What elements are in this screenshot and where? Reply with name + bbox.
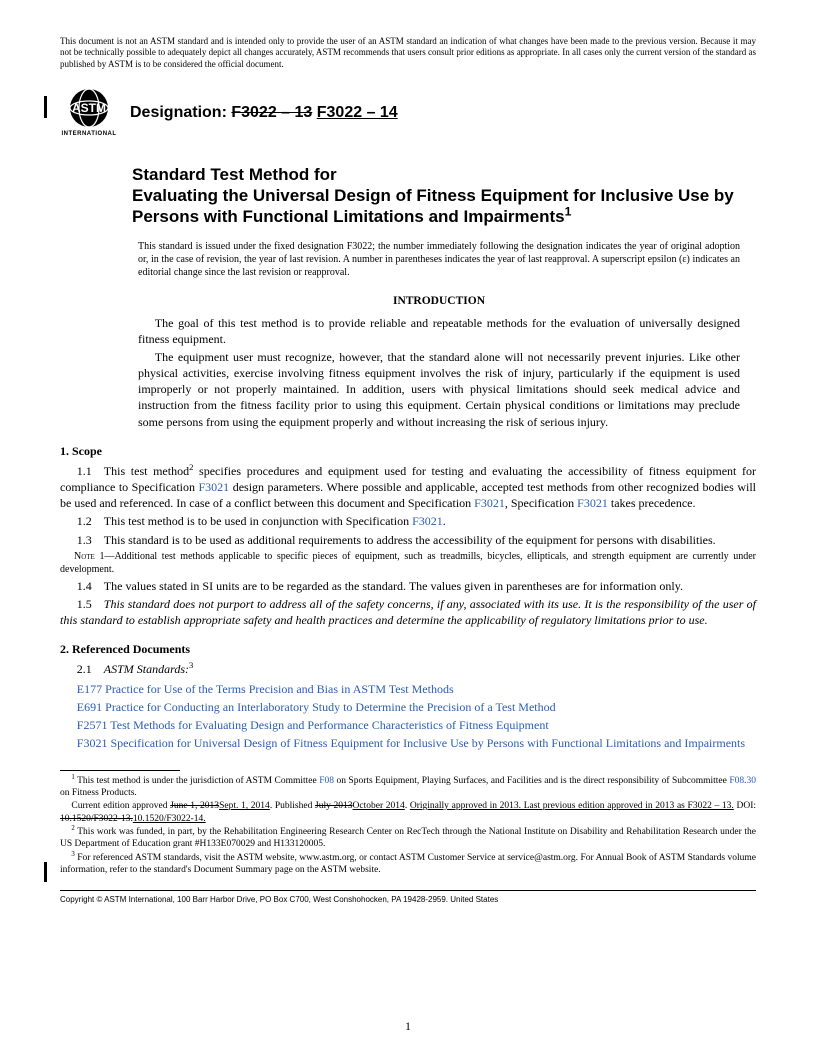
footnote-rule [60, 770, 180, 771]
note-1: Note 1—Additional test methods applicabl… [60, 550, 756, 576]
page-number: 1 [0, 1019, 816, 1034]
scope-heading: 1. Scope [60, 444, 756, 459]
title-footnote-ref: 1 [565, 205, 572, 219]
designation: Designation: F3022 – 13 F3022 – 14 [130, 104, 398, 122]
clause-1-3: 1.3 This standard is to be used as addit… [60, 532, 756, 548]
clause-1-1: 1.1 This test method2 specifies procedur… [60, 463, 756, 512]
fn1b-d: DOI: [734, 801, 756, 811]
footnote-2: 2 This work was funded, in part, by the … [60, 826, 756, 851]
ref-title-link[interactable]: Specification for Universal Design of Fi… [110, 736, 745, 750]
refs-heading: 2. Referenced Documents [60, 642, 756, 657]
ref-title-link[interactable]: Practice for Use of the Terms Precision … [105, 682, 454, 696]
clause-1-2-a: 1.2 This test method is to be used in co… [77, 514, 412, 528]
fn2-text: This work was funded, in part, by the Re… [60, 827, 756, 849]
fn1-b: on Sports Equipment, Playing Surfaces, a… [334, 776, 729, 786]
title-main: Evaluating the Universal Design of Fitne… [132, 185, 746, 228]
clause-1-5: 1.5 This standard does not purport to ad… [60, 596, 756, 628]
fn1-a: This test method is under the jurisdicti… [75, 776, 319, 786]
note-label: Note [74, 551, 95, 562]
fn1b-u2: October 2014 [353, 801, 405, 811]
svg-text:ASTM: ASTM [72, 101, 106, 115]
clause-1-1-e: takes precedence. [608, 496, 696, 510]
ref-item: F2571 Test Methods for Evaluating Design… [89, 716, 756, 734]
footnote-3: 3 For referenced ASTM standards, visit t… [60, 852, 756, 877]
ref-title-link[interactable]: Test Methods for Evaluating Design and P… [110, 718, 548, 732]
title-main-text: Evaluating the Universal Design of Fitne… [132, 186, 734, 226]
introduction-heading: INTRODUCTION [132, 295, 746, 307]
link-f3021[interactable]: F3021 [474, 496, 505, 510]
issuance-note: This standard is issued under the fixed … [138, 240, 740, 279]
designation-label: Designation: [130, 104, 227, 121]
fn3-a: For referenced ASTM standards, visit the… [75, 853, 596, 863]
fn1b-u3: Originally approved in 2013. Last previo… [410, 801, 734, 811]
clause-1-5-lead: 1.5 [77, 597, 104, 611]
intro-p1: The goal of this test method is to provi… [138, 315, 740, 347]
introduction-body: The goal of this test method is to provi… [138, 315, 740, 430]
clause-1-2-b: . [443, 514, 446, 528]
copyright-rule [60, 890, 756, 891]
ref-code-link[interactable]: F3021 [77, 736, 108, 750]
fn1b-s1: June 1, 2013 [170, 801, 219, 811]
intro-p2: The equipment user must recognize, howev… [138, 349, 740, 430]
header-row: ASTM INTERNATIONAL Designation: F3022 – … [60, 84, 756, 142]
clause-1-1-a: 1.1 This test method [77, 464, 189, 478]
clause-1-5-italic: This standard does not purport to addres… [60, 597, 756, 627]
fn1b-a: Current edition approved [71, 801, 170, 811]
designation-new: F3022 – 14 [317, 104, 398, 121]
footnote-1: 1 This test method is under the jurisdic… [60, 775, 756, 800]
clause-1-4: 1.4 The values stated in SI units are to… [60, 578, 756, 594]
note-1-text: 1—Additional test methods applicable to … [60, 551, 756, 575]
designation-old: F3022 – 13 [231, 104, 312, 121]
ref-item: F3021 Specification for Universal Design… [89, 734, 756, 752]
fn1b-b: . Published [270, 801, 315, 811]
astm-logo-icon: ASTM [64, 88, 114, 130]
link-f0830[interactable]: F08.30 [729, 776, 756, 786]
title-block: Standard Test Method for Evaluating the … [132, 164, 746, 430]
astm-logo: ASTM INTERNATIONAL [60, 84, 118, 142]
fn1-c: on Fitness Products. [60, 788, 137, 798]
ref-code-link[interactable]: F2571 [77, 718, 108, 732]
change-bar [44, 862, 47, 882]
ref-code-link[interactable]: E691 [77, 700, 102, 714]
fn1b-u4: 10.1520/F3022-14. [133, 814, 206, 824]
link-f3021[interactable]: F3021 [577, 496, 608, 510]
clause-1-2: 1.2 This test method is to be used in co… [60, 513, 756, 529]
change-bar [44, 96, 47, 118]
fn1b-s3: 10.1520/F3022-13. [60, 814, 133, 824]
page: This document is not an ASTM standard an… [0, 0, 816, 934]
footnote-1b: Current edition approved June 1, 2013Sep… [60, 800, 756, 825]
fn1b-u1: Sept. 1, 2014 [219, 801, 270, 811]
clause-2-1: 2.1 ASTM Standards:3 [60, 661, 756, 677]
ref-item: E691 Practice for Conducting an Interlab… [89, 698, 756, 716]
title-lead: Standard Test Method for [132, 164, 746, 185]
ref-code-link[interactable]: E177 [77, 682, 102, 696]
ref-item: E177 Practice for Use of the Terms Preci… [89, 680, 756, 698]
clause-2-1-sup: 3 [189, 660, 193, 670]
link-f3021[interactable]: F3021 [412, 514, 443, 528]
ref-title-link[interactable]: Practice for Conducting an Interlaborato… [105, 700, 556, 714]
disclaimer-text: This document is not an ASTM standard an… [60, 36, 756, 70]
link-f08[interactable]: F08 [319, 776, 334, 786]
copyright-text: Copyright © ASTM International, 100 Barr… [60, 895, 756, 904]
link-f3021[interactable]: F3021 [199, 480, 230, 494]
clause-2-1-em: ASTM Standards: [104, 662, 189, 676]
fn3-em: Annual Book of ASTM Standards [596, 853, 726, 863]
fn1b-s2: July 2013 [315, 801, 353, 811]
logo-subtext: INTERNATIONAL [61, 131, 116, 137]
ref-list: E177 Practice for Use of the Terms Preci… [77, 680, 756, 752]
footnotes: 1 This test method is under the jurisdic… [60, 775, 756, 877]
clause-1-1-d: , Specification [505, 496, 577, 510]
clause-2-1-lead: 2.1 [77, 662, 104, 676]
